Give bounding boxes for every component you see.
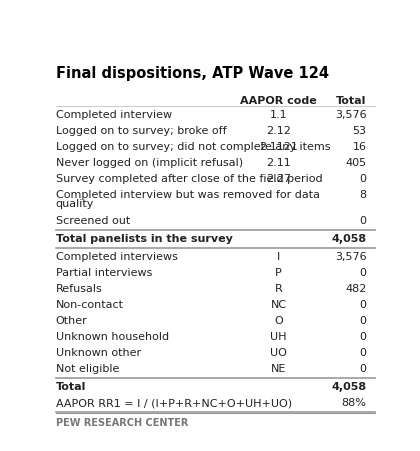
Text: O: O bbox=[274, 316, 283, 326]
Text: AAPOR RR1 = I / (I+P+R+NC+O+UH+UO): AAPOR RR1 = I / (I+P+R+NC+O+UH+UO) bbox=[56, 398, 292, 408]
Text: 0: 0 bbox=[360, 174, 367, 184]
Text: Logged on to survey; broke off: Logged on to survey; broke off bbox=[56, 126, 226, 136]
Text: Never logged on (implicit refusal): Never logged on (implicit refusal) bbox=[56, 157, 243, 168]
Text: UH: UH bbox=[270, 331, 287, 341]
Text: 0: 0 bbox=[360, 331, 367, 341]
Text: Non-contact: Non-contact bbox=[56, 299, 124, 310]
Text: R: R bbox=[275, 284, 283, 294]
Text: 0: 0 bbox=[360, 364, 367, 373]
Text: quality: quality bbox=[56, 199, 94, 209]
Text: 16: 16 bbox=[353, 142, 367, 152]
Text: 4,058: 4,058 bbox=[331, 382, 367, 391]
Text: 88%: 88% bbox=[342, 398, 367, 408]
Text: 8: 8 bbox=[360, 189, 367, 199]
Text: 2.12: 2.12 bbox=[266, 126, 291, 136]
Text: I: I bbox=[277, 252, 280, 262]
Text: 3,576: 3,576 bbox=[335, 110, 367, 120]
Text: NC: NC bbox=[270, 299, 287, 310]
Text: Total: Total bbox=[336, 96, 367, 106]
Text: Partial interviews: Partial interviews bbox=[56, 268, 152, 278]
Text: 3,576: 3,576 bbox=[335, 252, 367, 262]
Text: Survey completed after close of the field period: Survey completed after close of the fiel… bbox=[56, 174, 323, 184]
Text: 0: 0 bbox=[360, 299, 367, 310]
Text: Total panelists in the survey: Total panelists in the survey bbox=[56, 234, 233, 244]
Text: P: P bbox=[276, 268, 282, 278]
Text: 482: 482 bbox=[345, 284, 367, 294]
Text: Completed interview but was removed for data: Completed interview but was removed for … bbox=[56, 189, 320, 199]
Text: Completed interviews: Completed interviews bbox=[56, 252, 178, 262]
Text: 2.1121: 2.1121 bbox=[259, 142, 298, 152]
Text: 1.1: 1.1 bbox=[270, 110, 288, 120]
Text: 0: 0 bbox=[360, 268, 367, 278]
Text: Completed interview: Completed interview bbox=[56, 110, 172, 120]
Text: Logged on to survey; did not complete any items: Logged on to survey; did not complete an… bbox=[56, 142, 330, 152]
Text: Unknown other: Unknown other bbox=[56, 348, 141, 358]
Text: Final dispositions, ATP Wave 124: Final dispositions, ATP Wave 124 bbox=[56, 66, 329, 81]
Text: 53: 53 bbox=[353, 126, 367, 136]
Text: Total: Total bbox=[56, 382, 86, 391]
Text: AAPOR code: AAPOR code bbox=[240, 96, 317, 106]
Text: Screened out: Screened out bbox=[56, 216, 130, 226]
Text: UO: UO bbox=[270, 348, 287, 358]
Text: Not eligible: Not eligible bbox=[56, 364, 119, 373]
Text: 0: 0 bbox=[360, 316, 367, 326]
Text: Refusals: Refusals bbox=[56, 284, 102, 294]
Text: 4,058: 4,058 bbox=[331, 234, 367, 244]
Text: PEW RESEARCH CENTER: PEW RESEARCH CENTER bbox=[56, 417, 188, 427]
Text: Other: Other bbox=[56, 316, 87, 326]
Text: Unknown household: Unknown household bbox=[56, 331, 169, 341]
Text: 2.11: 2.11 bbox=[266, 157, 291, 168]
Text: 0: 0 bbox=[360, 216, 367, 226]
Text: 0: 0 bbox=[360, 348, 367, 358]
Text: 2.27: 2.27 bbox=[266, 174, 291, 184]
Text: NE: NE bbox=[271, 364, 286, 373]
Text: 405: 405 bbox=[346, 157, 367, 168]
